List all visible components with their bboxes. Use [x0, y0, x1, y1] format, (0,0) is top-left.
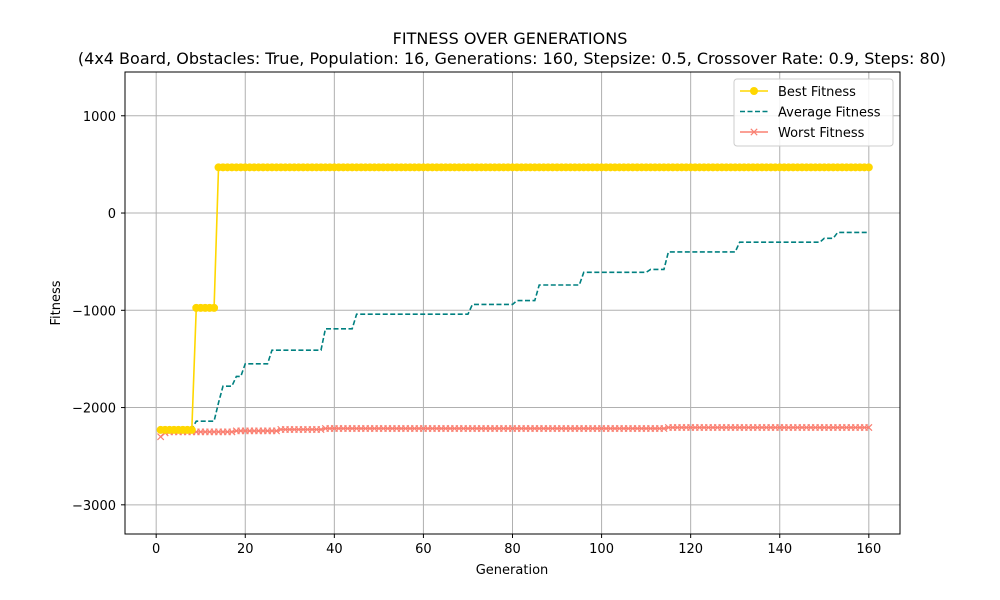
x-tick-label: 60: [415, 542, 432, 557]
series-worst-fitness: [157, 423, 873, 441]
x-tick-label: 20: [237, 542, 254, 557]
ticks: 0 20 40 60 80 100 120 140 160 −3000 −2000 −1000 0 100…: [72, 110, 881, 557]
legend-box: [733, 78, 894, 147]
legend-marker: [750, 128, 758, 136]
legend-label: Average Fitness: [778, 106, 881, 121]
x-tick-label: 120: [678, 542, 703, 557]
x-tick-label: 80: [504, 542, 521, 557]
y-tick-label: −2000: [72, 402, 116, 417]
x-axis-label: Generation: [476, 563, 549, 578]
legend-entry: Worst Fitness: [740, 126, 865, 141]
x-tick-label: 160: [856, 542, 881, 557]
data-point: [272, 427, 281, 435]
chart-subtitle: (4x4 Board, Obstacles: True, Population:…: [78, 49, 946, 68]
y-axis-label: Fitness: [49, 280, 64, 325]
legend-label: Worst Fitness: [778, 126, 865, 141]
data-point: [210, 303, 219, 312]
legend-entry: Average Fitness: [740, 106, 881, 121]
x-tick-label: 100: [589, 542, 614, 557]
y-tick-label: −3000: [72, 499, 116, 514]
legend-entry: Best Fitness: [740, 85, 856, 100]
y-tick-label: −1000: [72, 304, 116, 319]
series-layer: [156, 163, 873, 441]
data-point: [187, 425, 196, 434]
legend-marker: [750, 87, 758, 95]
data-point: [865, 423, 873, 432]
y-tick-label: 0: [108, 207, 116, 222]
series-line: [160, 166, 869, 431]
series-average-fitness: [160, 231, 869, 432]
series-best-fitness: [156, 163, 873, 434]
legend: Best Fitness Average Fitness Worst Fitness: [733, 78, 894, 147]
series-line: [160, 426, 869, 438]
series-line: [160, 231, 869, 432]
legend-label: Best Fitness: [778, 85, 856, 100]
chart-title: FITNESS OVER GENERATIONS: [393, 29, 628, 48]
x-tick-label: 0: [152, 542, 160, 557]
x-tick-label: 40: [326, 542, 343, 557]
x-tick-label: 140: [767, 542, 792, 557]
y-tick-label: 1000: [83, 110, 116, 125]
data-point: [864, 163, 873, 172]
